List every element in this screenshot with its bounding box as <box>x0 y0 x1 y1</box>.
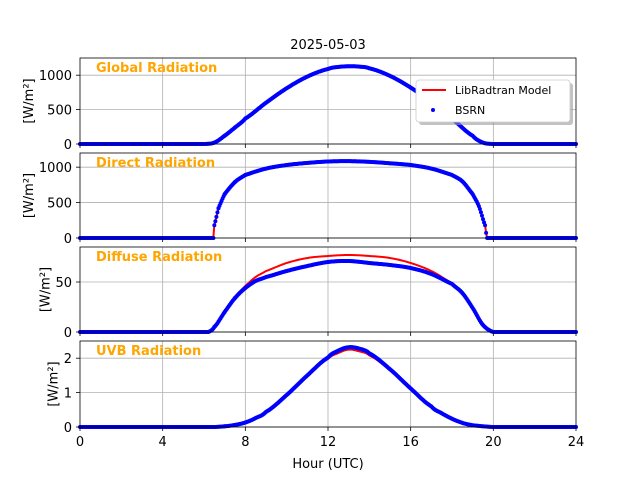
y-tick-label: 0 <box>64 232 72 247</box>
y-tick-label: 0 <box>64 421 72 436</box>
x-tick-label: 20 <box>485 435 502 450</box>
y-tick-label: 1000 <box>39 69 72 84</box>
chart-title: 2025-05-03 <box>290 38 366 53</box>
y-tick-label: 500 <box>47 104 72 119</box>
panel-2: 0 500 1000[W/m²] Direct Radiation <box>22 152 578 247</box>
legend: LibRadtran Model BSRN <box>415 79 573 125</box>
x-axis-label: Hour (UTC) <box>292 457 363 472</box>
bsrn-data-point <box>478 210 483 215</box>
legend-dot-swatch <box>431 108 435 112</box>
panel-3: 0 50[W/m²] Diffuse Radiation <box>38 246 578 341</box>
y-axis-label: [W/m²] <box>22 173 37 218</box>
bsrn-series-points <box>78 64 578 146</box>
panel-label: Direct Radiation <box>96 156 215 171</box>
y-tick-label: 0 <box>64 326 72 341</box>
x-tick-label: 8 <box>241 435 249 450</box>
panel-label: Diffuse Radiation <box>96 250 222 265</box>
y-tick-label: 1 <box>64 387 72 402</box>
y-axis-label: [W/m²] <box>38 267 53 312</box>
y-tick-label: 500 <box>47 197 72 212</box>
x-tick-label: 0 <box>76 435 84 450</box>
bsrn-data-point <box>214 214 219 219</box>
y-axis-label: [W/m²] <box>22 78 37 123</box>
bsrn-data-point <box>484 230 489 235</box>
x-tick-label: 12 <box>320 435 337 450</box>
bsrn-data-point <box>483 223 488 228</box>
x-tick-label: 24 <box>568 435 585 450</box>
x-tick-label: 4 <box>159 435 167 450</box>
y-tick-label: 0 <box>64 138 72 153</box>
panel-1: 0 500 1000[W/m²] Global Radiation <box>22 57 578 153</box>
bsrn-data-point <box>479 213 484 218</box>
x-tick-label: 16 <box>402 435 419 450</box>
legend-label: BSRN <box>455 104 485 117</box>
panel-label: UVB Radiation <box>96 344 201 359</box>
legend-box <box>415 79 571 123</box>
y-axis-label: [W/m²] <box>47 361 62 406</box>
bsrn-data-point <box>215 210 220 215</box>
bsrn-data-point <box>213 219 218 224</box>
panel-label: Global Radiation <box>96 61 217 76</box>
y-tick-label: 50 <box>55 276 72 291</box>
y-tick-label: 1000 <box>39 161 72 176</box>
y-tick-label: 2 <box>64 352 72 367</box>
bsrn-data-point <box>481 217 485 222</box>
bsrn-data-point <box>477 206 482 211</box>
legend-label: LibRadtran Model <box>455 84 551 97</box>
bsrn-data-point <box>212 223 217 228</box>
